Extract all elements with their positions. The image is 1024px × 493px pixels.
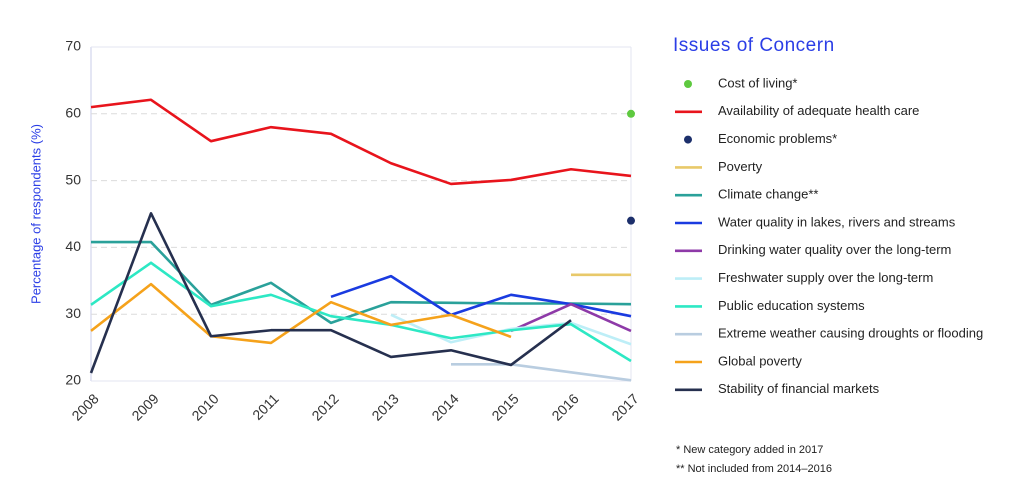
legend-label: Availability of adequate health care [718, 103, 919, 118]
x-tick-label: 2015 [488, 390, 521, 423]
legend-label: Extreme weather causing droughts or floo… [718, 326, 983, 341]
note: ** Not included from 2014–2016 [676, 463, 832, 475]
legend-label: Poverty [718, 159, 763, 174]
y-tick-label: 40 [65, 238, 81, 254]
line-series [510, 302, 632, 333]
note: * New category added in 2017 [676, 444, 823, 456]
line-series [89, 212, 572, 374]
line-series [330, 274, 632, 318]
x-tick-label: 2012 [308, 390, 341, 423]
legend-label: Drinking water quality over the long-ter… [718, 242, 951, 257]
legend-label: Stability of financial markets [718, 381, 880, 396]
legend-label: Freshwater supply over the long-term [718, 270, 933, 285]
line-series [90, 261, 632, 363]
marker [627, 109, 635, 118]
x-tick-label: 2017 [608, 390, 641, 423]
x-tick-label: 2010 [188, 390, 221, 423]
y-axis-label: Percentage of respondents (%) [28, 124, 43, 304]
y-tick-label: 30 [65, 305, 81, 321]
legend-label: Climate change** [718, 187, 818, 202]
legend-marker [684, 80, 692, 88]
legend-title: Issues of Concern [673, 35, 835, 56]
legend-marker [684, 135, 692, 144]
y-tick-label: 50 [65, 171, 81, 187]
line-series [90, 282, 512, 345]
legend-label: Global poverty [718, 353, 802, 368]
x-tick-label: 2016 [548, 390, 581, 423]
y-tick-label: 70 [65, 38, 81, 54]
x-tick-label: 2014 [428, 390, 461, 423]
legend-label: Cost of living* [718, 75, 797, 90]
marker [627, 216, 635, 225]
y-tick-label: 60 [65, 105, 81, 121]
line-series [451, 363, 632, 382]
legend-label: Economic problems* [718, 131, 837, 146]
x-tick-label: 2008 [68, 390, 101, 423]
x-tick-label: 2011 [249, 390, 282, 423]
x-tick-label: 2009 [128, 390, 161, 423]
x-tick-label: 2013 [368, 390, 401, 423]
line-series [90, 98, 632, 186]
legend-label: Water quality in lakes, rivers and strea… [718, 214, 956, 229]
y-tick-label: 20 [65, 372, 81, 388]
legend-label: Public education systems [718, 298, 865, 313]
